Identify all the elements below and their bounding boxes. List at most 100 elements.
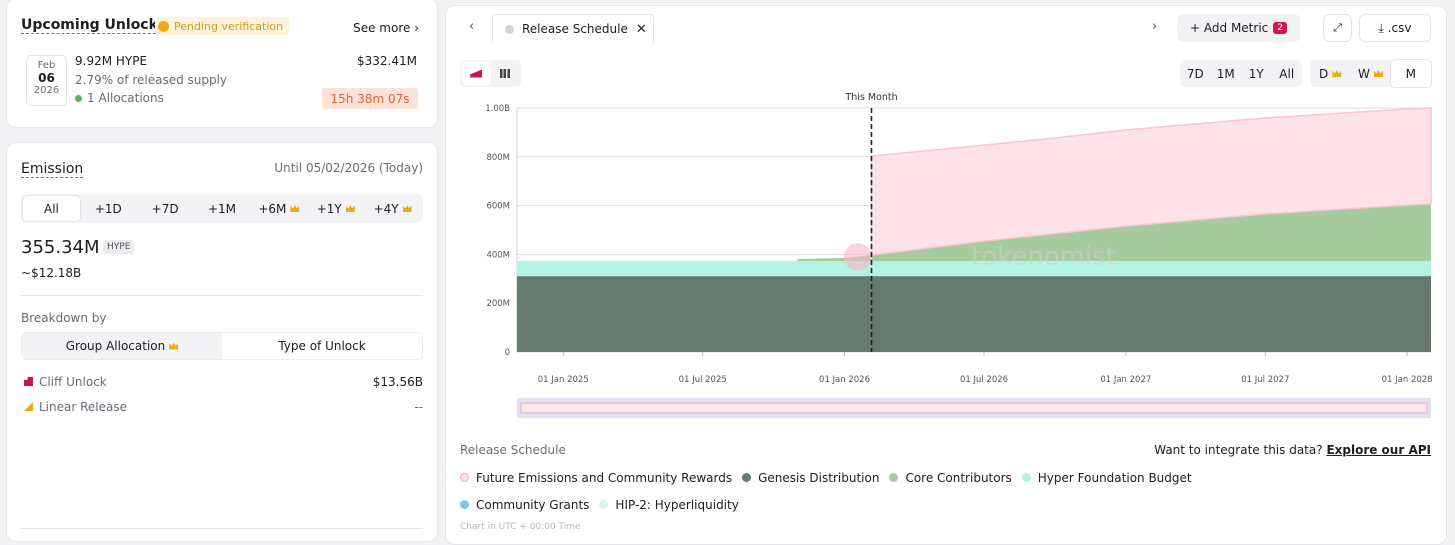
see-more[interactable]: See more › xyxy=(353,21,419,35)
tab-text[interactable]: +7D xyxy=(151,201,179,216)
legend-item[interactable]: Community Grants xyxy=(460,497,589,512)
tab-text[interactable]: 1Y xyxy=(1248,66,1264,81)
legend-item[interactable]: Future Emissions and Community Rewards xyxy=(460,470,732,485)
tab-button[interactable]: All xyxy=(1272,60,1303,87)
tab-text[interactable]: All xyxy=(43,201,59,216)
legend-item[interactable]: Genesis Distribution xyxy=(742,470,879,485)
tab-text[interactable]: W xyxy=(1358,66,1370,81)
legend-swatch[interactable] xyxy=(742,473,752,482)
row-value: -- xyxy=(414,400,423,414)
tab-button[interactable]: +1D xyxy=(80,196,137,221)
x-tick-label: 01 Jan 2025 xyxy=(538,375,589,385)
tab-button[interactable]: +6M xyxy=(250,196,307,221)
legend-label[interactable]: Future Emissions and Community Rewards xyxy=(476,470,733,485)
breakdown-tab[interactable]: Type of Unlock xyxy=(278,339,366,353)
date-box: Feb 06 2026 xyxy=(26,55,67,106)
next-arrow[interactable]: › xyxy=(1152,19,1158,34)
legend-swatch[interactable] xyxy=(599,500,609,509)
x-tick-label: 01 Jan 2026 xyxy=(819,375,870,385)
tab-text[interactable]: +6M xyxy=(258,201,287,216)
legend-label[interactable]: Core Contributors xyxy=(905,470,1012,485)
legend-swatch[interactable] xyxy=(889,473,899,482)
areas xyxy=(517,106,1432,352)
tab-button[interactable]: 7D xyxy=(1180,60,1211,87)
chart: 0 200M 400M 600M 800M 1.00B 01 Jan 2025 01 Jul … xyxy=(485,92,1433,418)
date-day: 06 xyxy=(38,71,55,85)
tab-button[interactable]: All xyxy=(23,196,80,221)
badge-text: Pending verification xyxy=(174,19,284,33)
unlock-value: $332.41M xyxy=(357,54,417,68)
x-tick-label: 01 Jul 2026 xyxy=(960,375,1008,385)
tab-text[interactable]: All xyxy=(1279,66,1295,81)
tab-text[interactable]: +1M xyxy=(207,201,237,216)
csv-button[interactable]: ⤓ .csv xyxy=(1359,14,1431,42)
see-more-text[interactable]: See more xyxy=(353,21,411,35)
grid: 0 200M 400M 600M 800M 1.00B 01 Jan 2025 01 Jul … xyxy=(485,104,1432,385)
legend-item[interactable]: Core Contributors xyxy=(889,470,1012,485)
watermark: tokenomist xyxy=(971,242,1116,272)
x-tick-label: 01 Jul 2025 xyxy=(679,375,727,385)
chart-tab[interactable]: Release Schedule ✕ xyxy=(492,14,654,43)
tab-button[interactable]: +4Y xyxy=(364,196,421,221)
tab-button[interactable]: 1M xyxy=(1211,60,1242,87)
api-prompt: Want to integrate this data? xyxy=(1154,443,1323,457)
tab-button[interactable]: +1Y xyxy=(307,196,364,221)
breakdown-tabs: Group Allocation Type of Unlock xyxy=(21,332,423,360)
y-tick-label: 800M xyxy=(486,153,510,163)
csv-text[interactable]: .csv xyxy=(1387,21,1412,35)
timezone-note: Chart in UTC + 00:00 Time xyxy=(460,522,581,532)
emission-amount: 355.34M xyxy=(21,237,100,258)
area-type[interactable] xyxy=(462,62,491,85)
tab-button[interactable]: +7D xyxy=(137,196,194,221)
tab-text[interactable]: Group Allocation xyxy=(65,339,166,353)
legend-swatch[interactable] xyxy=(460,500,469,509)
legend-label[interactable]: Hyper Foundation Budget xyxy=(1037,470,1192,485)
legend-item[interactable]: Hyper Foundation Budget xyxy=(1021,470,1192,485)
separator xyxy=(21,528,423,529)
tab-button[interactable]: D xyxy=(1310,60,1350,87)
api: Want to integrate this data? Explore our… xyxy=(1154,443,1431,457)
add-metric[interactable]: + Add Metric 2 xyxy=(1177,14,1300,42)
tab-button[interactable]: +1M xyxy=(194,196,251,221)
tab-button[interactable]: M xyxy=(1390,60,1431,87)
tab-button[interactable]: W xyxy=(1350,60,1390,87)
legend-label[interactable]: Genesis Distribution xyxy=(758,470,880,485)
tab-text[interactable]: +1D xyxy=(94,201,122,216)
annotation: This Month xyxy=(844,92,897,103)
tab-button[interactable]: 1Y xyxy=(1241,60,1272,87)
card-title: Upcoming Unlocks xyxy=(21,17,167,34)
countdown: 15h 38m 07s xyxy=(322,88,418,109)
x-tick-label: 01 Jan 2028 xyxy=(1382,375,1433,385)
api-link[interactable]: Explore our API xyxy=(1326,443,1431,457)
breakdown-tab[interactable]: Group Allocation xyxy=(22,333,222,359)
area xyxy=(870,106,1432,256)
tab-text[interactable]: +1Y xyxy=(316,201,342,216)
chart-type xyxy=(460,60,521,87)
legend-label[interactable]: HIP-2: Hyperliquidity xyxy=(615,497,739,512)
upcoming-card: Upcoming Unlocks Pending verification Se… xyxy=(6,0,438,128)
tab-text[interactable]: 7D xyxy=(1186,66,1204,81)
add-metric-text[interactable]: Add Metric xyxy=(1203,21,1269,35)
navigator-window xyxy=(520,402,1428,414)
tab-text[interactable]: +4Y xyxy=(373,201,399,216)
tab-text[interactable]: D xyxy=(1319,66,1329,81)
legend-label[interactable]: Community Grants xyxy=(476,497,590,512)
y-tick-label: 400M xyxy=(486,250,510,260)
unlock-supply: 2.79% of released supply xyxy=(75,73,228,87)
prev-arrow[interactable]: ‹ xyxy=(469,19,475,34)
legend-swatch[interactable] xyxy=(1021,473,1031,482)
expand-button[interactable]: ⤢ xyxy=(1323,14,1352,42)
unlock-amount: 9.92M HYPE xyxy=(75,54,148,68)
y-tick-label: 200M xyxy=(486,299,510,309)
emission-usd: ~$12.18B xyxy=(21,266,82,280)
token-badge: HYPE xyxy=(103,240,135,254)
tab-text[interactable]: M xyxy=(1405,66,1416,81)
tab-text[interactable]: Release Schedule xyxy=(522,22,628,36)
date-year: 2026 xyxy=(33,85,60,96)
legend-swatch[interactable] xyxy=(460,473,469,482)
legend-item[interactable]: HIP-2: Hyperliquidity xyxy=(599,497,739,512)
bar-type[interactable] xyxy=(491,62,520,85)
tab-text[interactable]: 1M xyxy=(1216,66,1235,81)
